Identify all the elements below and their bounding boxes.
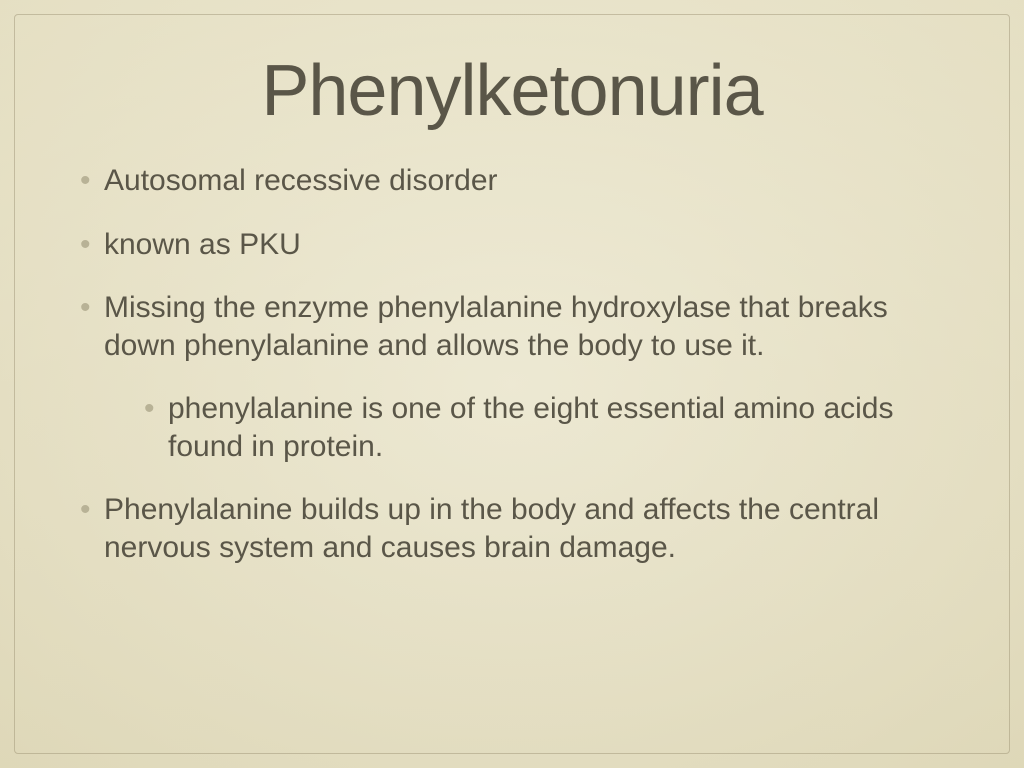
- bullet-text: Missing the enzyme phenylalanine hydroxy…: [104, 291, 888, 362]
- sub-bullet-text: phenylalanine is one of the eight essent…: [168, 392, 893, 463]
- bullet-item: Autosomal recessive disorder: [76, 162, 948, 200]
- bullet-text: known as PKU: [104, 228, 301, 261]
- bullet-item: Missing the enzyme phenylalanine hydroxy…: [76, 289, 948, 465]
- bullet-item: known as PKU: [76, 226, 948, 264]
- sub-bullet-item: phenylalanine is one of the eight essent…: [140, 390, 948, 465]
- bullet-item: Phenylalanine builds up in the body and …: [76, 491, 948, 566]
- bullet-text: Phenylalanine builds up in the body and …: [104, 493, 879, 564]
- sub-bullet-list: phenylalanine is one of the eight essent…: [140, 390, 948, 465]
- bullet-text: Autosomal recessive disorder: [104, 164, 498, 197]
